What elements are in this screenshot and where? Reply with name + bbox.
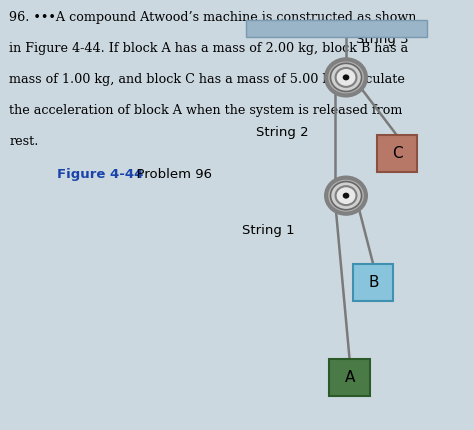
Bar [246, 20, 427, 37]
Circle shape [326, 178, 366, 214]
Bar [377, 135, 417, 172]
Text: String 2: String 2 [256, 126, 309, 139]
Text: rest.: rest. [9, 135, 39, 147]
Bar [353, 264, 393, 301]
Text: String 1: String 1 [242, 224, 294, 236]
Text: 96. •••A compound Atwood’s machine is constructed as shown: 96. •••A compound Atwood’s machine is co… [9, 11, 417, 24]
Text: A: A [345, 370, 355, 385]
Circle shape [336, 186, 356, 205]
Text: B: B [368, 275, 379, 290]
Text: C: C [392, 146, 402, 161]
Text: the acceleration of block A when the system is released from: the acceleration of block A when the sys… [9, 104, 403, 117]
Circle shape [326, 59, 366, 95]
Circle shape [330, 63, 362, 92]
Bar [329, 359, 370, 396]
Circle shape [336, 68, 356, 87]
Text: String 3: String 3 [356, 33, 408, 46]
Text: Figure 4-44: Figure 4-44 [57, 168, 143, 181]
Text: mass of 1.00 kg, and block C has a mass of 5.00 kg, calculate: mass of 1.00 kg, and block C has a mass … [9, 73, 405, 86]
Circle shape [343, 74, 349, 80]
Circle shape [330, 181, 362, 210]
Text: Problem 96: Problem 96 [128, 168, 212, 181]
Text: in Figure 4-44. If block A has a mass of 2.00 kg, block B has a: in Figure 4-44. If block A has a mass of… [9, 42, 409, 55]
Circle shape [343, 193, 349, 199]
